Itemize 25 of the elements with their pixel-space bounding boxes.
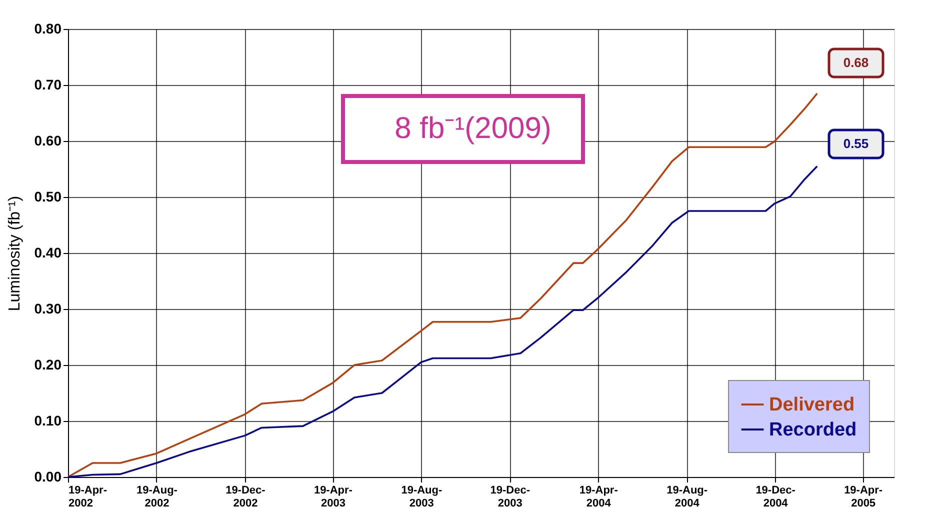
x-tick-label: 19-Aug- 2003 xyxy=(401,484,442,510)
x-tick-label: 19-Apr- 2004 xyxy=(579,484,618,510)
x-tick-label: 19-Apr- 2003 xyxy=(314,484,353,510)
y-tick-label: 0.70 xyxy=(34,76,62,92)
x-tick-label: 19-Aug- 2002 xyxy=(136,484,178,510)
x-tick-label: 19-Dec- 2002 xyxy=(226,484,266,510)
annotation: 8 fb⁻¹(2009) xyxy=(394,112,552,145)
y-axis-title: Luminosity (fb⁻¹) xyxy=(6,196,24,312)
y-tick-label: 0.60 xyxy=(34,132,62,148)
x-tick-label: 19-Dec- 2004 xyxy=(756,484,796,510)
y-tick-label: 0.20 xyxy=(34,356,62,372)
annotation: 0.68 xyxy=(843,55,869,70)
annotation: 0.55 xyxy=(843,136,869,151)
legend-label: Delivered xyxy=(769,394,855,416)
x-tick-label: 19-Dec- 2003 xyxy=(490,484,530,510)
y-tick-label: 0.10 xyxy=(34,412,62,428)
y-tick-label: 0.30 xyxy=(34,300,62,316)
x-tick-label: 19-Aug- 2004 xyxy=(666,484,708,510)
legend-label: Recorded xyxy=(769,420,857,440)
x-tick-label: 19-Apr- 2005 xyxy=(844,484,883,510)
x-tick-label: 19-Apr- 2002 xyxy=(68,484,108,510)
y-tick-label: 0.80 xyxy=(34,20,62,36)
y-tick-label: 0.40 xyxy=(34,244,62,260)
y-tick-label: 0.00 xyxy=(34,468,62,484)
y-tick-label: 0.50 xyxy=(34,188,62,204)
